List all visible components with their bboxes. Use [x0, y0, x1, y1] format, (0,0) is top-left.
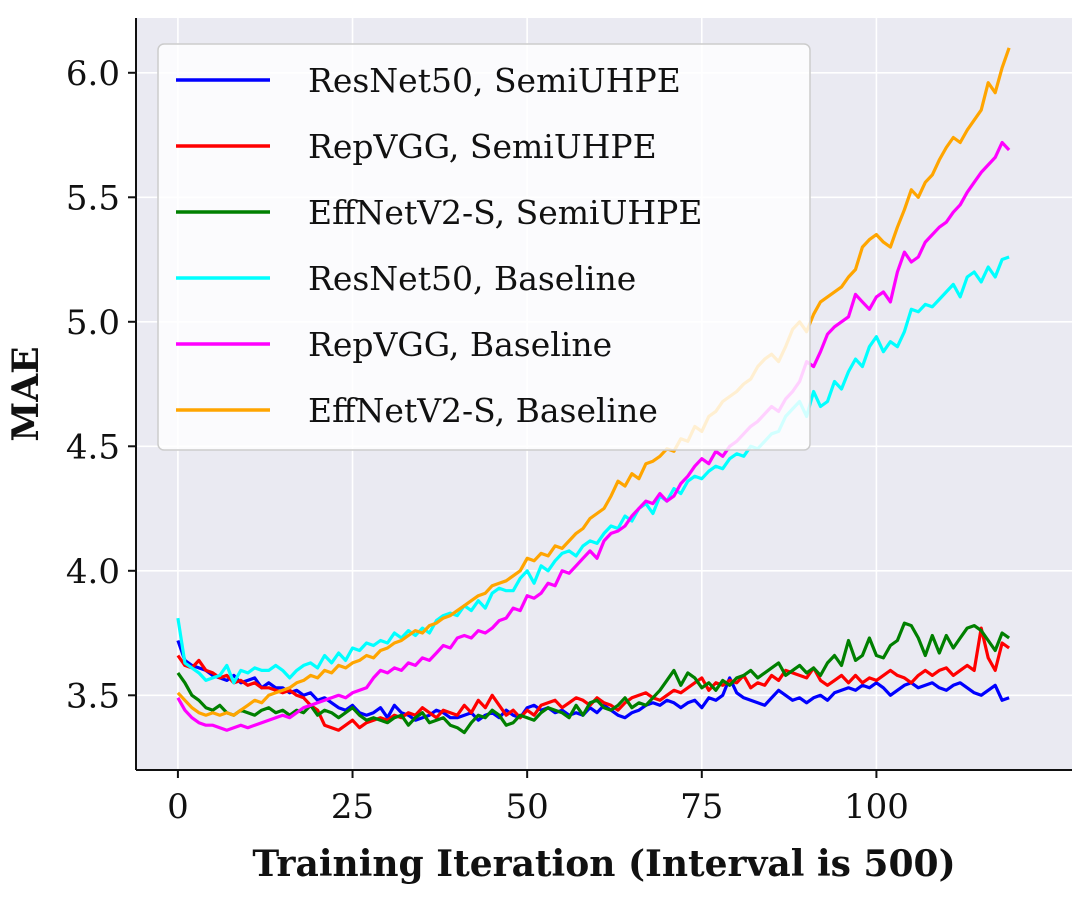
series-line-6	[176, 47, 1011, 717]
y-tick-label: 5.5	[66, 178, 120, 218]
legend-label: EffNetV2-S, Baseline	[308, 391, 658, 430]
series-line-1	[176, 639, 1010, 722]
legend-label: RepVGG, Baseline	[308, 325, 612, 364]
legend-label: EffNetV2-S, SemiUHPE	[308, 193, 702, 232]
y-tick-label: 5.0	[66, 303, 120, 343]
series-line-5	[176, 140, 1011, 732]
series-lines	[176, 47, 1011, 735]
legend-label: ResNet50, Baseline	[308, 259, 636, 298]
y-axis-title: MAE	[5, 346, 47, 441]
x-tick-label: 75	[680, 787, 723, 827]
x-tick-label: 25	[331, 787, 374, 827]
x-tick-label: 100	[844, 787, 909, 827]
x-tick-label: 0	[167, 787, 189, 827]
series-line-4	[176, 255, 1010, 685]
ticks: 0 25 50 75 100 3.5 4.0 4.5 5.0 5.5 6.0	[66, 54, 909, 827]
legend-label: ResNet50, SemiUHPE	[308, 61, 681, 100]
axes	[135, 18, 1072, 771]
y-tick-label: 3.5	[66, 676, 120, 716]
x-axis-title: Training Iteration (Interval is 500)	[252, 843, 955, 885]
y-tick-label: 4.5	[66, 427, 120, 467]
legend: ResNet50, SemiUHPE RepVGG, SemiUHPE EffNet…	[157, 43, 811, 451]
x-tick-label: 50	[506, 787, 549, 827]
y-tick-label: 6.0	[66, 54, 120, 94]
y-tick-label: 4.0	[66, 552, 120, 592]
legend-frame	[157, 43, 811, 451]
legend-label: RepVGG, SemiUHPE	[308, 127, 657, 166]
series-line-3	[176, 621, 1011, 735]
